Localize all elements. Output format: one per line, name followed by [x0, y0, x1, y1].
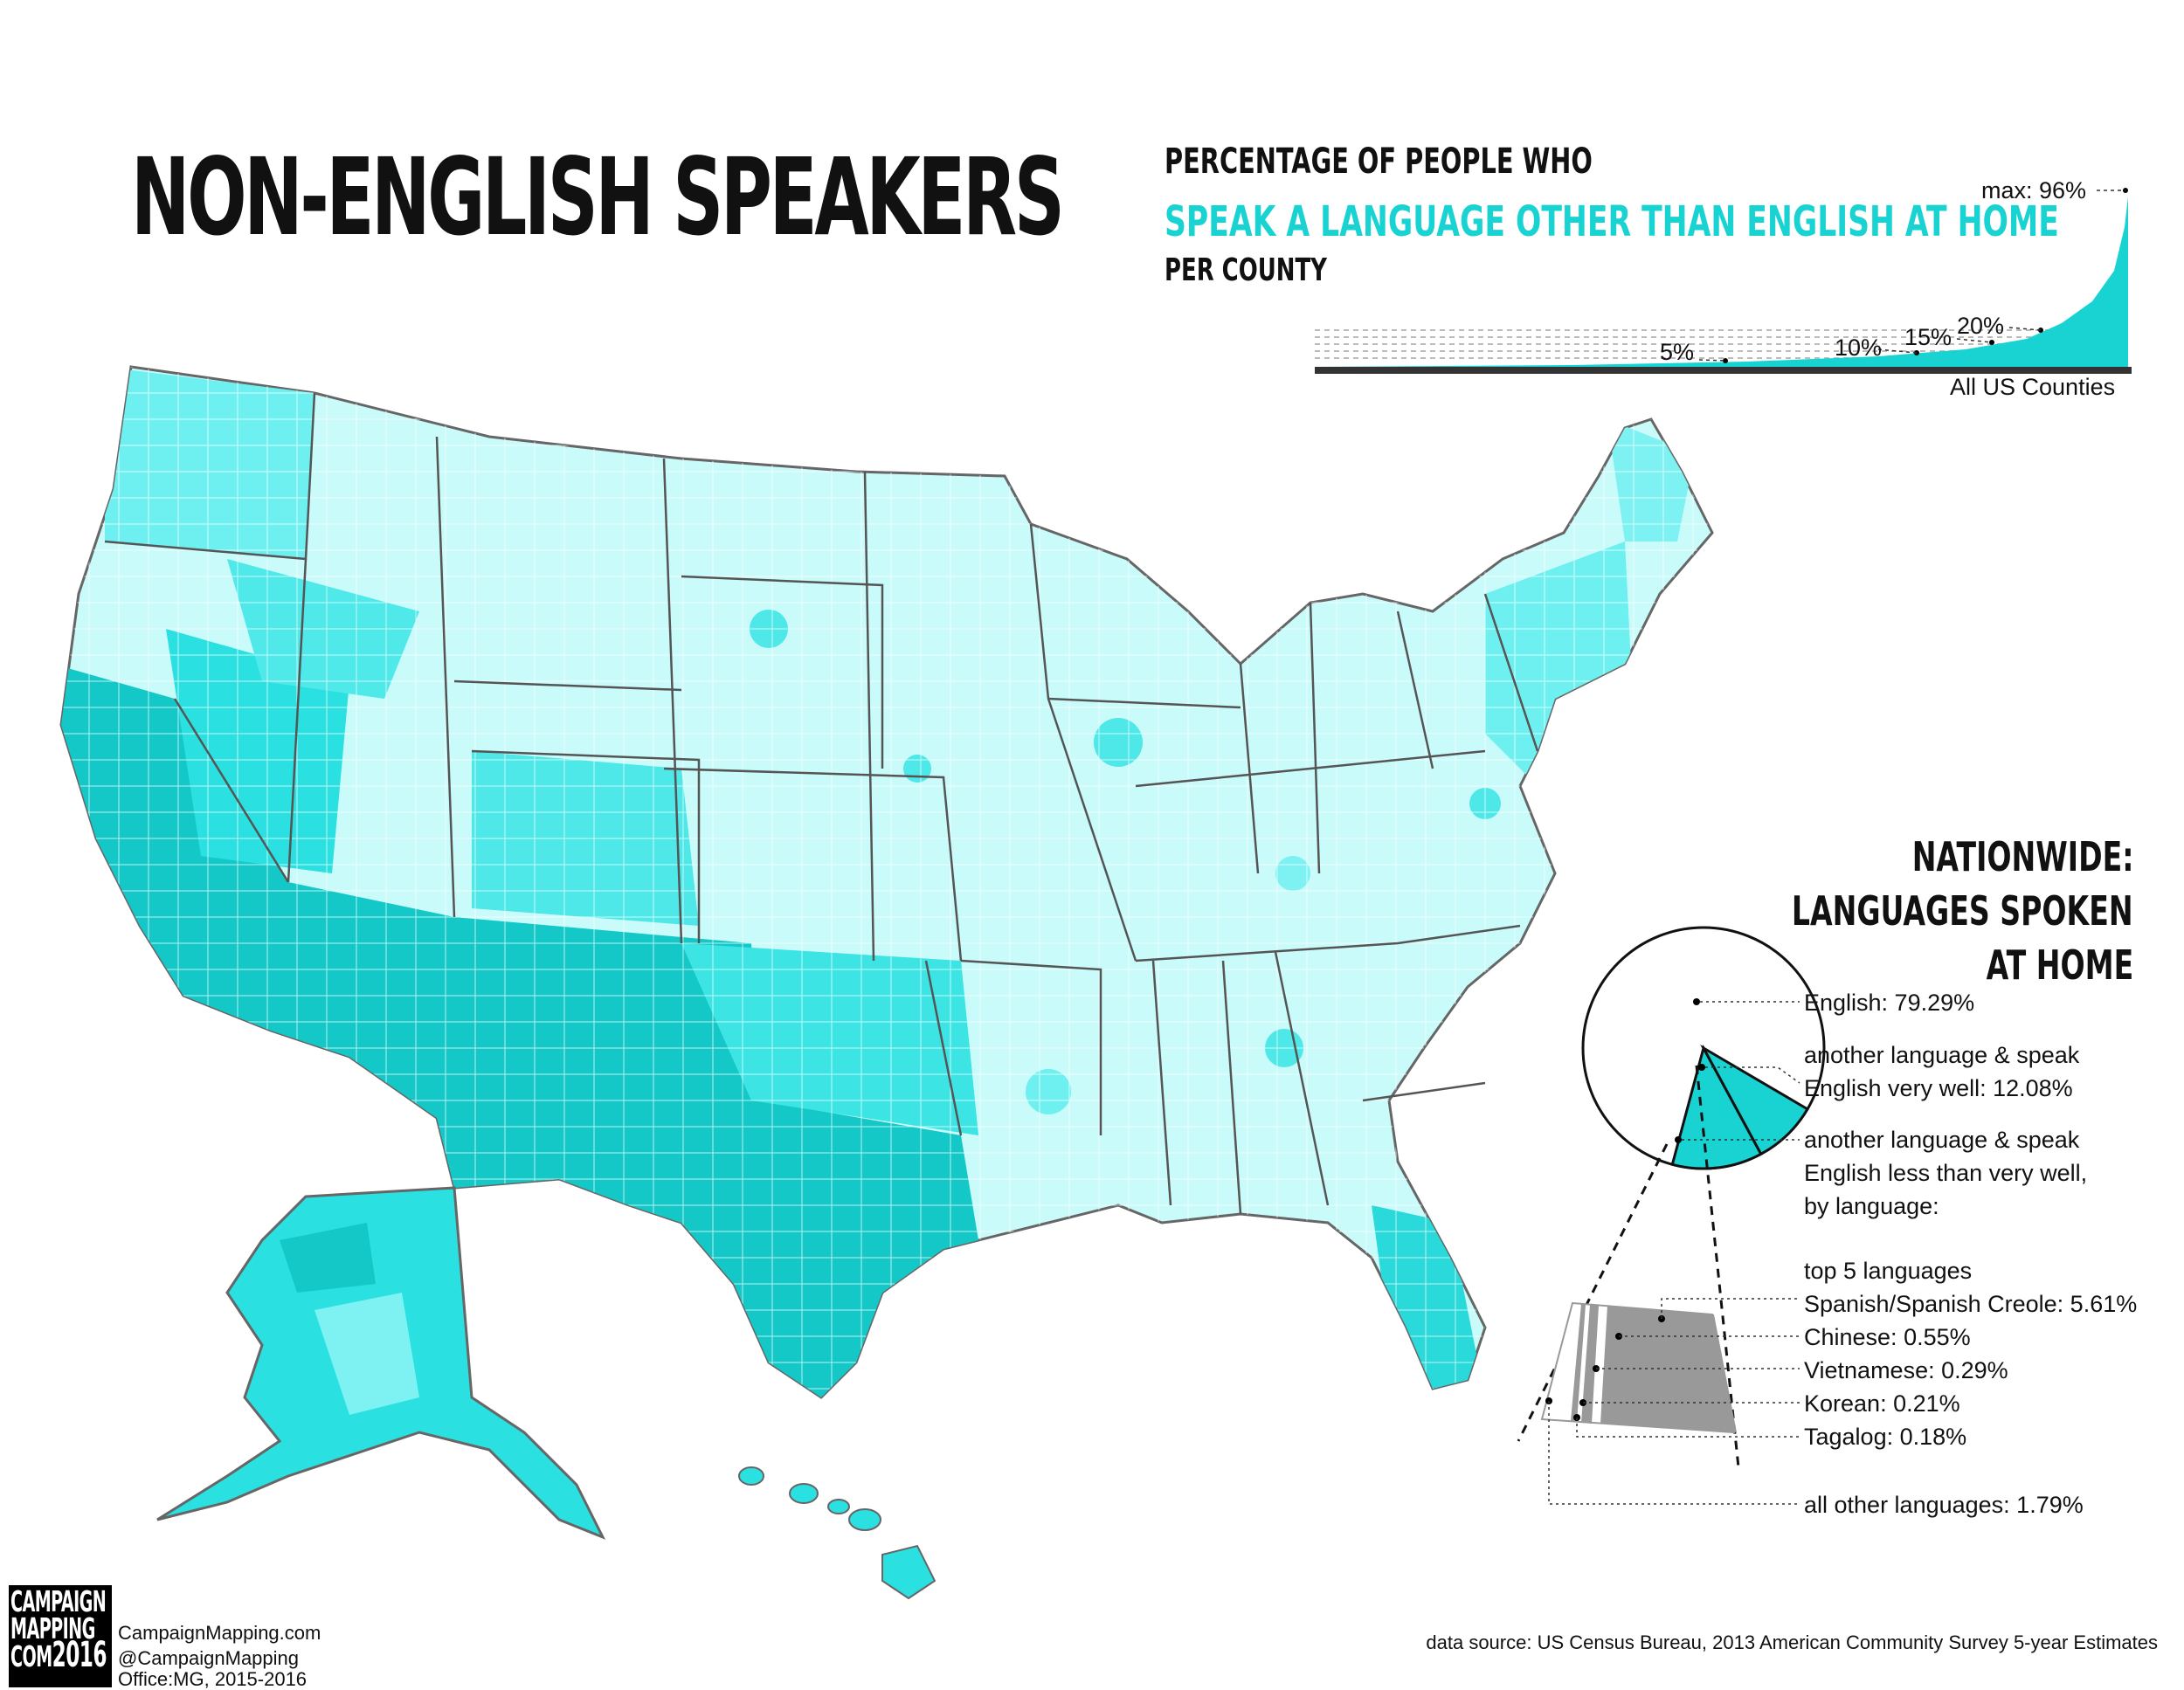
- label-spanish: Spanish/Spanish Creole: 5.61%: [1804, 1291, 2138, 1317]
- nationwide-heading-3: AT HOME: [1986, 942, 2133, 989]
- credit-handle: @CampaignMapping: [118, 1647, 300, 1669]
- credit-site: CampaignMapping.com: [118, 1622, 321, 1644]
- marker-5: 5%: [1660, 339, 1695, 365]
- pie-slice-less-than-very-well: [1700, 1044, 1810, 1156]
- logo-text: CAMPAIGN MAPPING COM2016: [10, 1584, 107, 1673]
- subtitle-line-2: SPEAK A LANGUAGE OTHER THAN ENGLISH AT H…: [1165, 197, 2059, 246]
- max-label: max: 96%: [1981, 177, 2087, 203]
- marker-15: 15%: [1904, 324, 1952, 350]
- logo-year: 2016: [52, 1635, 107, 1675]
- label-very-well-2: English very well: 12.08%: [1804, 1075, 2073, 1101]
- label-top5: top 5 languages: [1804, 1258, 1973, 1284]
- subtitle-line-1: PERCENTAGE OF PEOPLE WHO: [1165, 141, 1593, 182]
- label-tagalog: Tagalog: 0.18%: [1804, 1424, 1967, 1450]
- logo-line-1: CAMPAIGN: [10, 1584, 107, 1618]
- credit-office: Office:MG, 2015-2016: [118, 1668, 308, 1690]
- data-source: data source: US Census Bureau, 2013 Amer…: [1426, 1631, 2158, 1653]
- page-title: NON-ENGLISH SPEAKERS: [131, 135, 1065, 259]
- hawaii: [738, 1466, 936, 1600]
- wedge-spanish: [1600, 1306, 1737, 1432]
- label-very-well-1: another language & speak: [1804, 1042, 2080, 1068]
- nationwide-heading-1: NATIONWIDE:: [1911, 833, 2133, 880]
- label-vietnamese: Vietnamese: 0.29%: [1804, 1357, 2008, 1383]
- label-less-2: English less than very well,: [1804, 1160, 2088, 1186]
- logo: [9, 1585, 112, 1687]
- label-less-3: by language:: [1804, 1193, 1939, 1219]
- label-korean: Korean: 0.21%: [1804, 1390, 1960, 1417]
- nationwide-heading-2: LANGUAGES SPOKEN: [1792, 887, 2133, 935]
- label-other: all other languages: 1.79%: [1804, 1492, 2084, 1518]
- pie-slice-very-well: [1670, 1044, 1763, 1170]
- logo-line-2: MAPPING: [10, 1611, 95, 1645]
- subtitle-line-3: PER COUNTY: [1165, 252, 1327, 288]
- logo-com: COM: [10, 1639, 52, 1673]
- marker-10: 10%: [1835, 335, 1883, 361]
- axis-label: All US Counties: [1950, 374, 2116, 400]
- breakdown-wedge: [1540, 1298, 1800, 1505]
- label-less-1: another language & speak: [1804, 1127, 2080, 1153]
- label-chinese: Chinese: 0.55%: [1804, 1324, 1971, 1350]
- pie-chart: [1517, 926, 1826, 1468]
- distribution-chart: [1315, 188, 2132, 374]
- label-english: English: 79.29%: [1804, 990, 1975, 1016]
- marker-20: 20%: [1957, 313, 2005, 339]
- alaska: [156, 1186, 606, 1540]
- logo-line-3: COM2016: [10, 1638, 107, 1673]
